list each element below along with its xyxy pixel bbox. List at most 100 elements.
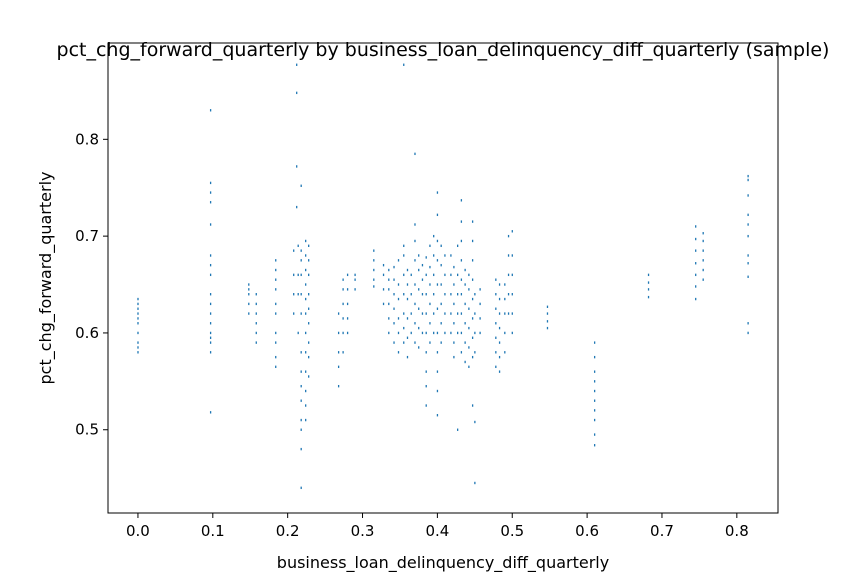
data-point	[209, 293, 212, 296]
data-point	[504, 283, 506, 286]
data-point	[293, 293, 295, 296]
data-point	[425, 312, 427, 315]
data-point	[444, 331, 446, 335]
data-point	[511, 293, 513, 296]
data-point	[275, 278, 277, 281]
data-point	[457, 293, 459, 296]
data-point	[137, 331, 139, 335]
data-point	[300, 293, 302, 296]
data-point	[296, 205, 298, 209]
data-point	[354, 288, 356, 291]
data-point	[297, 293, 299, 296]
data-point	[436, 414, 439, 417]
data-point	[495, 293, 497, 296]
x-tick-label: 0.0	[126, 522, 150, 540]
data-point	[255, 293, 257, 296]
data-point	[747, 223, 749, 226]
data-point	[495, 322, 497, 325]
data-point	[305, 254, 307, 257]
y-axis-ticks: 0.5 0.6 0.7 0.8	[75, 130, 108, 439]
data-point	[209, 273, 212, 277]
data-point	[337, 384, 340, 388]
data-point	[440, 263, 442, 267]
data-point	[433, 331, 435, 335]
data-point	[464, 360, 466, 364]
data-point	[453, 283, 455, 286]
data-point	[747, 194, 749, 197]
data-point	[209, 302, 212, 306]
data-point	[429, 322, 431, 325]
data-point	[433, 254, 435, 257]
data-point	[388, 331, 390, 335]
data-point	[702, 232, 704, 235]
data-point	[248, 302, 250, 306]
data-point	[137, 307, 139, 310]
data-point	[453, 341, 455, 344]
data-point	[498, 370, 501, 373]
data-point	[433, 312, 435, 315]
data-point	[342, 288, 344, 291]
data-point	[403, 341, 405, 344]
data-point	[593, 433, 596, 436]
data-point	[300, 399, 302, 402]
data-point	[305, 283, 307, 286]
data-point	[453, 302, 455, 306]
data-point	[209, 411, 212, 414]
data-point	[421, 293, 424, 296]
data-point	[388, 302, 390, 306]
data-point	[436, 331, 439, 335]
data-point	[457, 331, 459, 335]
data-point	[421, 312, 424, 315]
data-point	[209, 223, 212, 226]
data-point	[255, 312, 257, 315]
data-point	[511, 331, 513, 335]
data-point	[471, 278, 474, 281]
data-point	[293, 249, 295, 252]
data-point	[300, 384, 302, 388]
data-point	[433, 234, 435, 238]
data-point	[418, 254, 420, 257]
data-point	[440, 283, 442, 286]
data-point	[346, 317, 349, 320]
data-point	[300, 447, 302, 451]
data-point	[479, 302, 481, 306]
data-point	[393, 322, 395, 325]
data-point	[337, 351, 340, 354]
data-point	[137, 351, 139, 354]
x-tick-label: 0.2	[276, 522, 300, 540]
data-point	[464, 302, 466, 306]
data-point	[414, 322, 416, 325]
data-point	[702, 239, 704, 243]
data-point	[209, 322, 212, 325]
data-point	[468, 346, 470, 349]
data-point	[546, 320, 549, 323]
data-point	[300, 351, 302, 354]
data-point	[393, 278, 395, 281]
data-point	[275, 312, 277, 315]
data-point	[275, 341, 277, 344]
data-point	[504, 297, 506, 301]
data-point	[468, 288, 470, 291]
data-point	[460, 312, 463, 315]
data-point	[450, 293, 452, 296]
data-point	[373, 249, 375, 252]
data-point	[342, 331, 344, 335]
data-point	[406, 317, 409, 320]
data-point	[702, 278, 704, 281]
data-point	[511, 312, 513, 315]
data-point	[275, 355, 277, 359]
data-point	[209, 181, 212, 185]
data-point	[471, 404, 474, 407]
data-point	[546, 326, 549, 330]
data-point	[248, 288, 250, 291]
data-point	[747, 322, 749, 325]
data-point	[300, 370, 302, 373]
data-point	[305, 389, 307, 393]
data-point	[388, 288, 390, 291]
data-point	[460, 220, 463, 223]
data-point	[593, 418, 596, 422]
data-point	[457, 244, 459, 248]
data-point	[397, 331, 400, 335]
data-point	[436, 351, 439, 354]
data-point	[300, 259, 302, 262]
